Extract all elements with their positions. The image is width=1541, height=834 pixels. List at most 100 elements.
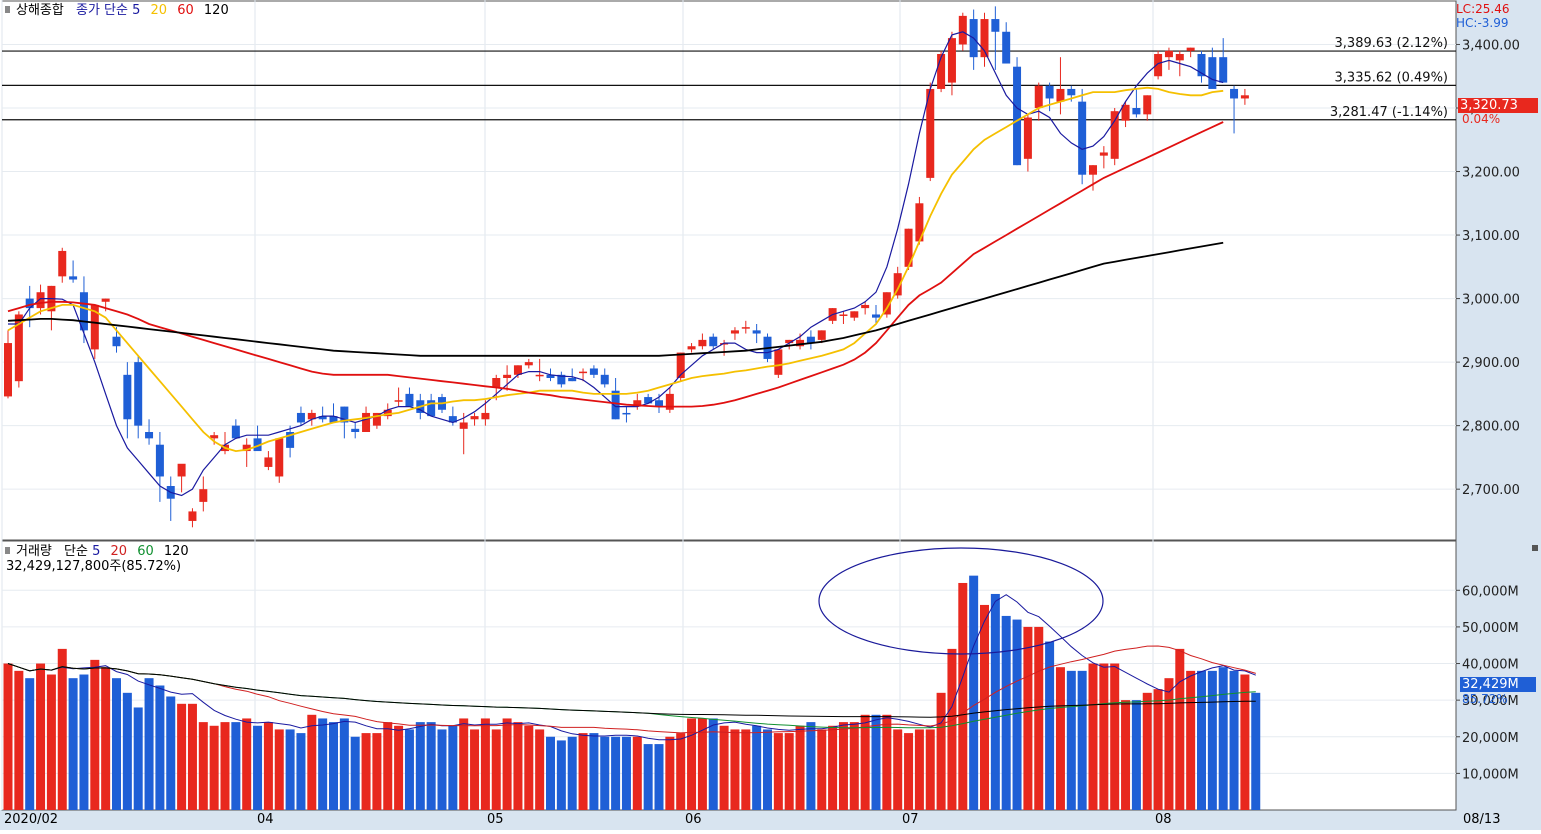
candle-body — [1143, 95, 1152, 115]
volume-bar — [426, 722, 436, 810]
candle-body — [1067, 88, 1076, 96]
volume-bar — [36, 663, 46, 810]
candle-body — [405, 393, 414, 407]
volume-bar — [752, 725, 762, 810]
volume-bar — [904, 733, 914, 810]
candle-body — [1110, 111, 1119, 159]
candle-body — [655, 400, 663, 407]
volume-panel-menu-icon[interactable] — [5, 547, 10, 554]
lc-readout: LC:25.46 — [1456, 2, 1510, 16]
volume-bar — [1077, 670, 1087, 810]
volume-bar — [676, 733, 686, 810]
volume-tick-label: 40,000M — [1462, 658, 1519, 673]
volume-bar — [1110, 663, 1120, 810]
volume-ma-120-line — [7, 663, 1256, 718]
candle-body — [730, 330, 739, 334]
candle-body — [806, 336, 815, 344]
current-change-label: 0.04% — [1462, 112, 1501, 126]
volume-bar — [1088, 663, 1098, 810]
candle-body — [90, 304, 99, 350]
x-end-date: 08/13 — [1463, 812, 1501, 827]
volume-tick-label: 30,000M — [1462, 694, 1519, 709]
candle-body — [850, 311, 859, 318]
candle-body — [568, 378, 577, 382]
volume-bar — [958, 582, 968, 810]
candle-body — [1045, 85, 1054, 99]
price-hline-label: 3,389.63 (2.12%) — [1335, 36, 1448, 51]
candle-body — [470, 416, 479, 420]
candle-body — [1197, 54, 1206, 77]
volume-bar — [133, 707, 143, 810]
volume-bar — [654, 744, 664, 810]
volume-bar — [144, 678, 154, 810]
panel-menu-icon[interactable] — [5, 6, 10, 13]
volume-bar — [719, 725, 729, 810]
current-volume-badge: 32,429M — [1460, 677, 1536, 692]
candle-body — [134, 362, 143, 426]
volume-bar — [1240, 674, 1250, 810]
candle-body — [926, 88, 935, 178]
price-hline-label: 3,281.47 (-1.14%) — [1330, 105, 1448, 120]
candle-body — [687, 346, 696, 350]
candle-body — [980, 19, 989, 58]
volume-bar — [1055, 667, 1065, 810]
volume-bar — [632, 736, 642, 810]
volume-bar — [415, 722, 425, 810]
volume-bar — [1142, 692, 1152, 810]
x-label-feb: 2020/02 — [4, 812, 59, 827]
candle-body — [535, 374, 544, 377]
volume-bar — [990, 593, 1000, 810]
volume-bar — [448, 725, 458, 810]
price-ma-120-line — [7, 241, 1224, 357]
volume-bar — [817, 729, 827, 810]
volume-bar — [611, 736, 621, 810]
candle-body — [937, 54, 946, 89]
candle-body — [318, 416, 327, 420]
x-label-jun: 06 — [685, 812, 702, 827]
volume-bar — [437, 729, 447, 810]
candle-body — [1002, 31, 1011, 64]
volume-bar — [795, 725, 805, 810]
volume-bar — [329, 722, 338, 810]
candle-body — [275, 438, 284, 477]
candle-body — [1013, 66, 1022, 166]
candle-body — [79, 292, 88, 331]
price-tick-label: 3,000.00 — [1462, 293, 1520, 308]
candle-body — [720, 343, 729, 345]
volume-bar — [122, 692, 132, 810]
volume-bar — [643, 744, 653, 810]
volume-bar — [621, 736, 631, 810]
candle-body — [1208, 57, 1217, 89]
volume-bar — [1207, 670, 1217, 810]
candle-body — [210, 435, 219, 439]
volume-bar — [3, 663, 13, 810]
volume-bar — [253, 725, 263, 810]
candle-body — [296, 412, 305, 423]
candle-body — [427, 400, 436, 417]
candle-body — [644, 397, 653, 404]
volume-series-name: 거래량 — [16, 544, 52, 559]
candle-body — [123, 374, 132, 420]
candle-body — [264, 457, 273, 467]
volume-bar — [198, 722, 208, 810]
candle-body — [351, 428, 360, 432]
volume-bar — [665, 736, 675, 810]
candle-body — [872, 314, 880, 318]
candle-body — [307, 412, 316, 420]
candle-body — [958, 15, 967, 45]
volume-bar — [46, 674, 56, 810]
volume-bar — [459, 718, 469, 810]
candle-body — [882, 292, 891, 315]
volume-bar — [1001, 615, 1011, 810]
volume-bar — [187, 703, 197, 810]
price-tick-label: 2,700.00 — [1462, 483, 1520, 498]
volume-bar — [274, 729, 284, 810]
volume-ma-120: 120 — [163, 544, 189, 559]
volume-bar — [567, 736, 577, 810]
price-hline-label: 3,335.62 (0.49%) — [1335, 70, 1448, 85]
candle-body — [633, 400, 642, 407]
candle-body — [1175, 54, 1184, 61]
volume-bar — [470, 729, 480, 810]
candle-body — [893, 273, 902, 296]
